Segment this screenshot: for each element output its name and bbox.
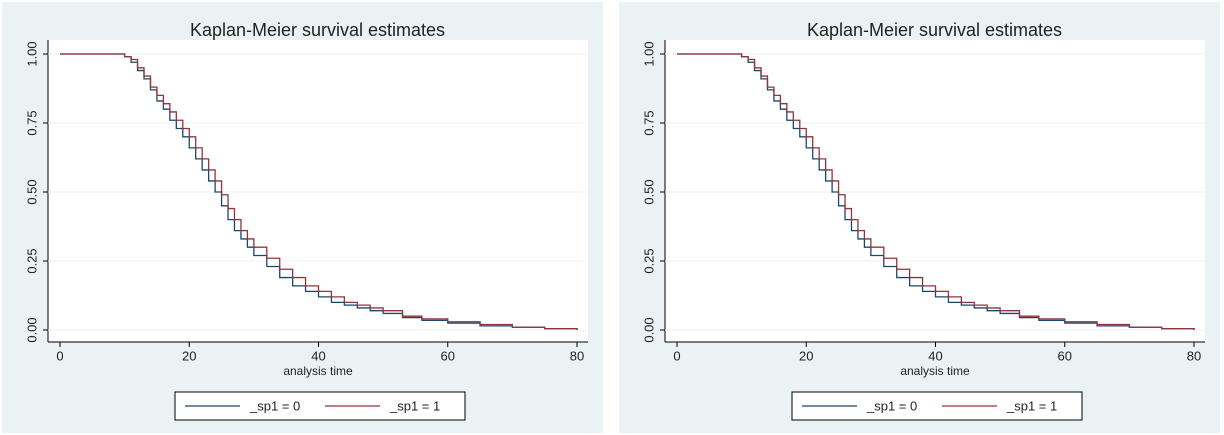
y-tick-label: 1.00 [24,41,39,66]
x-tick-label: 80 [1187,348,1201,363]
y-tick-label: 0.00 [641,317,656,342]
y-tick-label: 1.00 [641,41,656,66]
x-tick-label: 20 [182,348,196,363]
chart-title: Kaplan-Meier survival estimates [190,20,445,40]
x-axis-label: analysis time [900,364,970,378]
y-tick-label: 0.75 [641,110,656,135]
x-tick-label: 40 [928,348,942,363]
x-tick-label: 60 [1058,348,1072,363]
x-tick-label: 0 [56,348,63,363]
y-tick-label: 0.25 [641,248,656,273]
legend-label: _sp1 = 1 [1006,398,1057,413]
x-tick-label: 40 [311,348,325,363]
legend-label: _sp1 = 0 [249,398,300,413]
x-tick-label: 0 [673,348,680,363]
y-tick-label: 0.75 [24,110,39,135]
x-tick-label: 20 [799,348,813,363]
survival-curve [60,53,578,330]
y-tick-label: 0.50 [24,179,39,204]
survival-curve [677,53,1195,330]
chart-title: Kaplan-Meier survival estimates [807,20,1062,40]
x-axis-label: analysis time [283,364,353,378]
y-tick-label: 0.00 [24,317,39,342]
y-tick-label: 0.50 [641,179,656,204]
x-tick-label: 60 [441,348,455,363]
x-tick-label: 80 [570,348,584,363]
legend-label: _sp1 = 0 [866,398,917,413]
chart: Kaplan-Meier survival estimates 0.00 0.25 0… [2,2,603,433]
y-tick-label: 0.25 [24,248,39,273]
legend-label: _sp1 = 1 [389,398,440,413]
chart: Kaplan-Meier survival estimates 0.00 0.25 0… [619,2,1220,433]
